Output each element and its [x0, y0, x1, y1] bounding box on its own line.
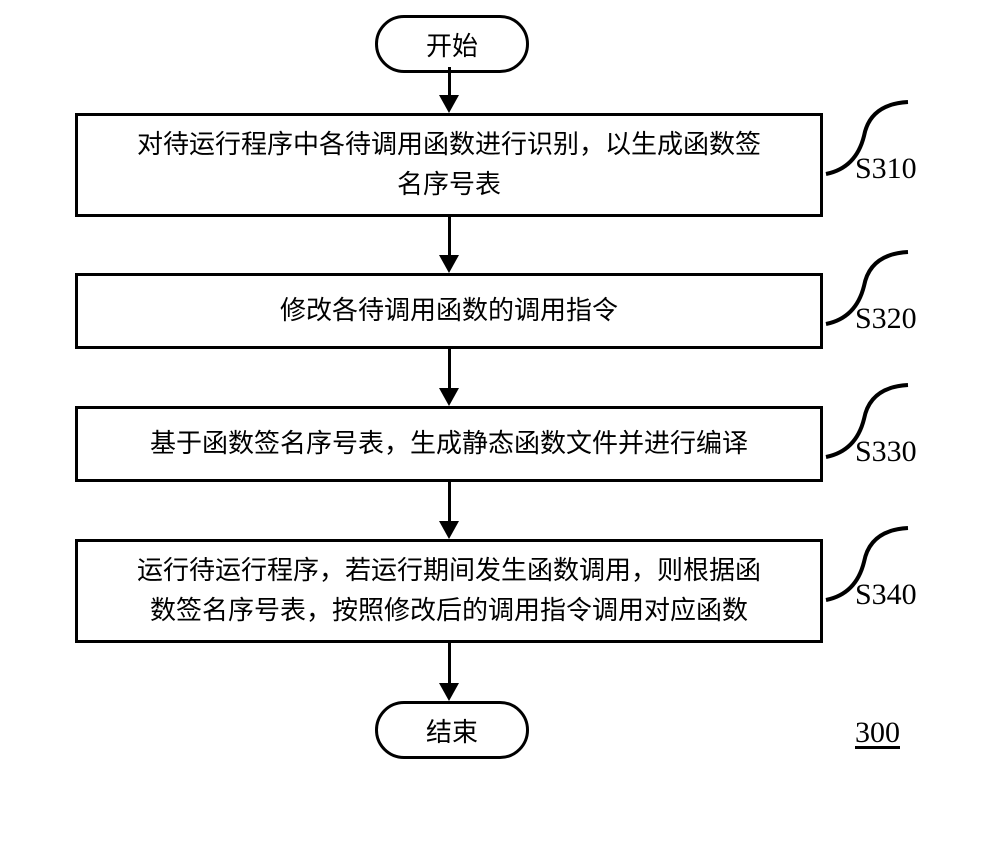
end-terminal: 结束 [375, 701, 529, 759]
step-label-s320: S320 [855, 302, 917, 336]
process-s340: 运行待运行程序，若运行期间发生函数调用，则根据函 数签名序号表，按照修改后的调用… [75, 539, 823, 643]
process-text: 修改各待调用函数的调用指令 [280, 291, 618, 331]
edge-head [439, 683, 459, 701]
edge [448, 349, 451, 390]
edge-head [439, 521, 459, 539]
step-label-s310: S310 [855, 152, 917, 186]
start-terminal: 开始 [375, 15, 529, 73]
process-s320: 修改各待调用函数的调用指令 [75, 273, 823, 349]
flowchart-canvas: 开始 对待运行程序中各待调用函数进行识别，以生成函数签 名序号表 S310 修改… [0, 0, 1000, 844]
edge-head [439, 388, 459, 406]
edge [448, 643, 451, 685]
end-label: 结束 [426, 712, 478, 749]
edge-head [439, 255, 459, 273]
step-label-s330: S330 [855, 435, 917, 469]
process-text: 基于函数签名序号表，生成静态函数文件并进行编译 [150, 424, 748, 464]
figure-number: 300 [855, 716, 900, 750]
start-label: 开始 [426, 26, 478, 63]
edge [448, 67, 451, 97]
edge [448, 217, 451, 257]
process-s330: 基于函数签名序号表，生成静态函数文件并进行编译 [75, 406, 823, 482]
step-label-s340: S340 [855, 578, 917, 612]
process-text: 运行待运行程序，若运行期间发生函数调用，则根据函 数签名序号表，按照修改后的调用… [137, 551, 761, 632]
edge [448, 482, 451, 523]
process-s310: 对待运行程序中各待调用函数进行识别，以生成函数签 名序号表 [75, 113, 823, 217]
process-text: 对待运行程序中各待调用函数进行识别，以生成函数签 名序号表 [137, 125, 761, 206]
edge-head [439, 95, 459, 113]
